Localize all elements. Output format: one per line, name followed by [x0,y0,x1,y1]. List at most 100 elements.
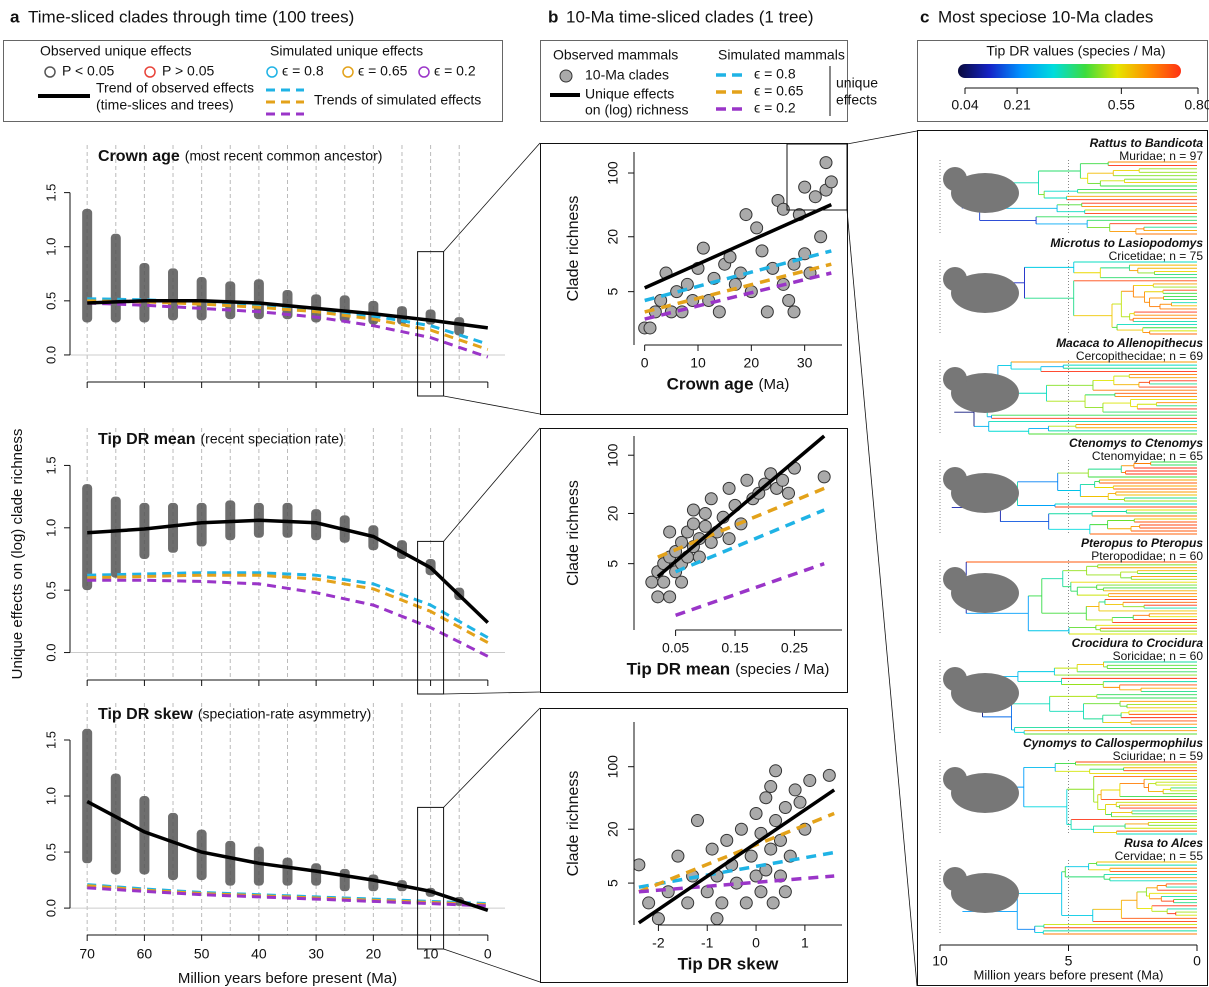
x-tick-label: 0 [641,355,649,371]
label-bold: Crown age [98,148,180,165]
label-note: (recent speciation rate) [201,431,344,447]
connector [443,948,541,983]
label-bold: Tip DR mean [627,659,731,678]
observed-range [82,208,93,323]
point [793,795,807,809]
y-tick-label: 1.5 [43,731,58,749]
legend-label: P > 0.05 [162,63,215,79]
observed-range [110,773,121,875]
clade-label: Macaca to Allenopithecus [1056,336,1203,350]
panel-letter: b [548,7,558,26]
tree [959,761,1197,835]
silhouette [943,267,967,291]
observed-trend [86,800,489,912]
y-tick-label: 1.5 [43,456,58,474]
y-tick-label: 0.0 [43,644,58,662]
tree [952,661,1197,735]
silhouette [951,673,1019,713]
simulated-trend [644,249,832,303]
highlight-box [417,540,445,695]
observed-range [168,502,179,553]
observed-range [339,868,350,892]
x-tick-label: 1 [801,935,809,951]
legend-label: (time-slices and trees) [96,97,234,113]
simulated-trend [644,271,832,321]
clade-family: Muridae; n = 97 [1119,149,1203,163]
point [705,842,719,856]
legend-label: on (log) richness [585,102,689,118]
y-tick-label: 1.0 [43,238,58,256]
point [769,764,783,778]
legend-title: Simulated mammals [718,47,845,63]
legend-symbol [342,66,354,78]
silhouette [943,667,967,691]
silhouette [951,773,1019,813]
plot-area [645,434,831,617]
legend-box [3,40,503,122]
point [675,575,689,589]
x-tick-label: 50 [194,946,210,962]
point [722,481,736,495]
x-tick-label: 20 [366,946,382,962]
point [734,822,748,836]
connector [443,142,541,252]
clade-family: Cricetidae; n = 75 [1109,249,1204,263]
x-tick-label: 40 [251,946,267,962]
point [740,473,754,487]
point [822,768,836,782]
point [819,156,833,170]
point [788,783,802,797]
observed-range [225,840,236,886]
label-bold: Tip DR mean [98,431,196,448]
point [817,470,831,484]
clade-family: Cervidae; n = 55 [1115,849,1204,863]
connector [846,209,918,987]
point [759,863,773,877]
y-axis-label: Clade richness [565,771,582,877]
y-tick-label: 5 [605,560,621,568]
point [739,896,753,910]
plot-box [540,708,848,983]
label-note: (most recent common ancestor) [185,148,383,164]
point [814,230,828,244]
clade-label: Crocidura to Crocidura [1072,636,1204,650]
point [663,525,677,539]
x-tick-label: 0 [752,935,760,951]
point [749,869,763,883]
x-tick-label: 20 [744,355,760,371]
y-axis-label: Clade richness [565,196,582,302]
point [808,190,822,204]
legend-label: effects [836,92,877,108]
observed-range [339,295,350,323]
observed-range [196,277,207,321]
clade-family: Pteropodidae; n = 60 [1091,549,1203,563]
y-tick-label: 20 [605,229,621,245]
plot-area [634,764,836,925]
y-tick-label: 0.5 [43,292,58,310]
silhouette [951,873,1019,913]
clade-family: Ctenomyidae; n = 65 [1092,449,1203,463]
label-note: (speciation-rate asymmetry) [198,706,372,722]
clade-family: Sciuridae; n = 59 [1113,749,1204,763]
legend-label: unique [836,75,878,91]
point [715,896,729,910]
simulated-trend [674,508,825,574]
point [651,590,665,604]
legend-symbol [144,66,156,78]
point [671,849,685,863]
x-tick-label: 10 [423,946,439,962]
legend-symbol [266,66,278,78]
plot-area [638,156,838,335]
x-tick-label: 10 [690,355,706,371]
point [749,806,763,820]
point [710,912,724,925]
legend-symbol [418,66,430,78]
clade-family: Cercopithecidae; n = 69 [1076,349,1203,363]
connector [443,707,541,808]
legend-box [540,40,848,122]
observed-range [196,502,207,547]
x-tick-label: 0 [484,946,492,962]
colorbar-tick-label: 0.04 [951,97,978,113]
